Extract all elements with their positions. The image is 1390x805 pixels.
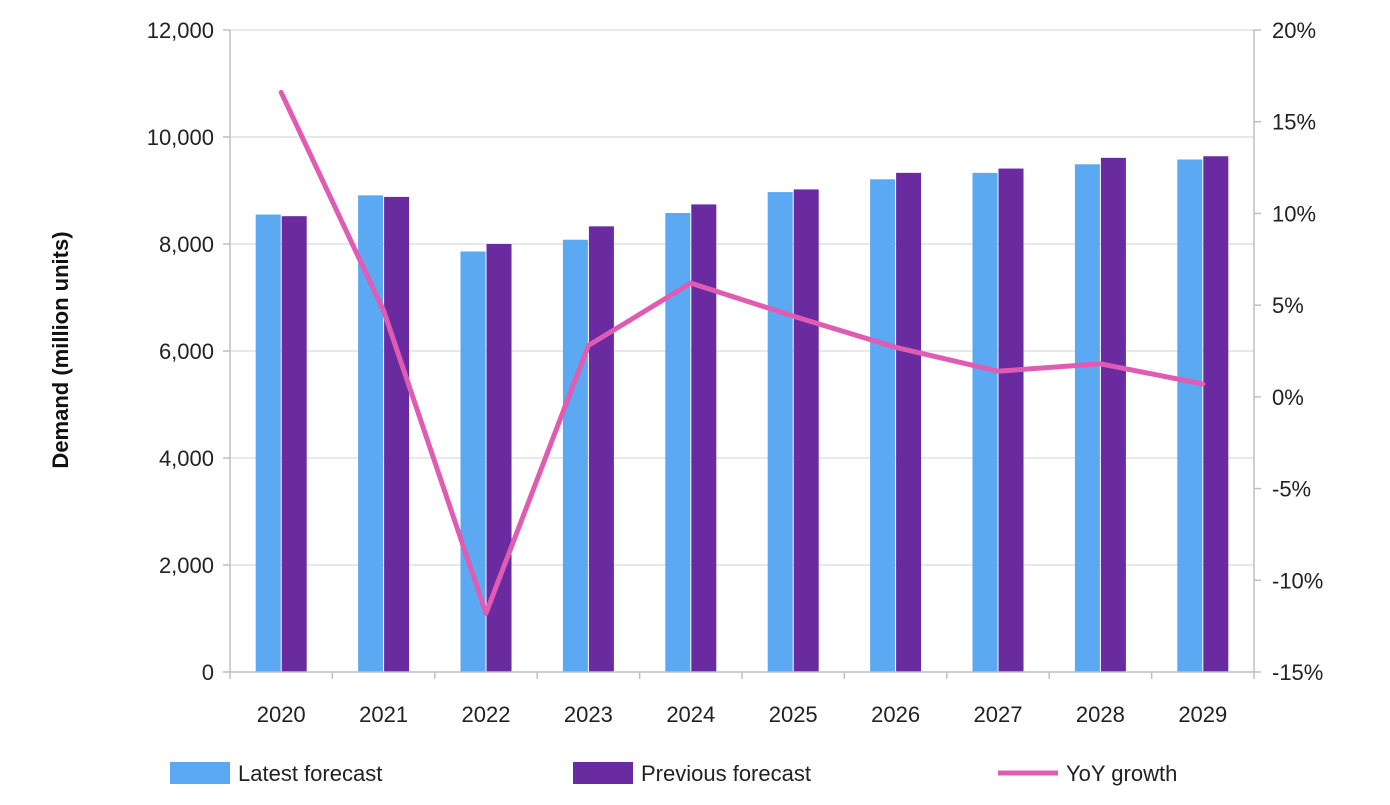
line-series-group [278, 89, 1206, 616]
previous-forecast-bar [998, 168, 1024, 672]
yoy-growth-point [689, 281, 693, 285]
latest-forecast-bar [870, 179, 896, 672]
left-y-tick-label: 4,000 [159, 446, 214, 471]
latest-forecast-bar [972, 172, 998, 672]
yoy-growth-point [484, 611, 488, 615]
yoy-growth-point [1098, 362, 1102, 366]
yoy-growth-line [278, 89, 1206, 616]
legend-item-yoy-growth: YoY growth [998, 761, 1177, 786]
left-y-tick-label: 2,000 [159, 553, 214, 578]
legend: Latest forecast Previous forecast YoY grow… [170, 761, 1177, 786]
yoy-growth-point [894, 345, 898, 349]
right-y-tick-label: 10% [1272, 201, 1316, 226]
left-y-tick-labels: 0 2,000 4,000 6,000 8,000 10,000 12,000 [147, 18, 230, 685]
latest-forecast-bar [767, 192, 793, 673]
previous-forecast-bar [281, 216, 307, 672]
latest-forecast-bar [255, 214, 281, 672]
previous-forecast-bar [1100, 157, 1126, 673]
yoy-growth-point [279, 90, 283, 94]
left-y-tick-label: 10,000 [147, 125, 214, 150]
previous-forecast-bar [384, 196, 410, 673]
x-tick-label: 2021 [359, 702, 408, 727]
left-y-tick-label: 8,000 [159, 232, 214, 257]
right-y-tick-label: 20% [1272, 18, 1316, 43]
legend-label: Previous forecast [641, 761, 811, 786]
right-y-tick-label: 15% [1272, 110, 1316, 135]
x-tick-label: 2026 [871, 702, 920, 727]
previous-forecast-bar [896, 172, 922, 672]
x-tick-label: 2020 [257, 702, 306, 727]
legend-swatch [170, 762, 230, 784]
x-tick-label: 2024 [666, 702, 715, 727]
latest-forecast-bar [665, 212, 691, 672]
previous-forecast-bar [588, 226, 614, 672]
legend-item-latest-forecast: Latest forecast [170, 761, 382, 786]
bar-series-0 [255, 159, 1203, 673]
yoy-growth-point [791, 314, 795, 318]
legend-label: Latest forecast [238, 761, 382, 786]
x-tick-label: 2028 [1076, 702, 1125, 727]
latest-forecast-bar [562, 239, 588, 672]
x-tick-label: 2029 [1178, 702, 1227, 727]
yoy-growth-point [1201, 382, 1205, 386]
yoy-growth-point [586, 343, 590, 347]
right-y-tick-labels: -15% -10% -5% 0% 5% 10% 15% 20% [1254, 18, 1323, 685]
right-y-tick-label: -5% [1272, 477, 1311, 502]
latest-forecast-bar [1074, 164, 1100, 672]
y-axis-title: Demand (million units) [48, 231, 73, 468]
previous-forecast-bar [793, 189, 819, 672]
legend-item-previous-forecast: Previous forecast [573, 761, 811, 786]
right-y-tick-label: 5% [1272, 293, 1304, 318]
left-y-tick-label: 6,000 [159, 339, 214, 364]
previous-forecast-bar [1203, 156, 1229, 672]
x-tick-label: 2022 [462, 702, 511, 727]
right-y-tick-label: 0% [1272, 385, 1304, 410]
bar-series-1 [281, 156, 1229, 673]
right-y-tick-label: -15% [1272, 660, 1323, 685]
legend-swatch [573, 762, 633, 784]
latest-forecast-bar [358, 195, 384, 672]
x-tick-label: 2027 [974, 702, 1023, 727]
latest-forecast-bar [460, 251, 486, 673]
right-y-tick-label: -10% [1272, 568, 1323, 593]
x-tick-label: 2025 [769, 702, 818, 727]
x-tick-labels: 2020 2021 2022 2023 2024 2025 2026 2027 2028 2029 [229, 672, 1255, 727]
x-tick-label: 2023 [564, 702, 613, 727]
bar-series-group [255, 156, 1229, 673]
legend-label: YoY growth [1066, 761, 1177, 786]
yoy-growth-point [382, 309, 386, 313]
previous-forecast-bar [691, 204, 717, 672]
left-y-tick-label: 0 [202, 660, 214, 685]
yoy-growth-point [996, 369, 1000, 373]
left-y-tick-label: 12,000 [147, 18, 214, 43]
latest-forecast-bar [1177, 159, 1203, 673]
